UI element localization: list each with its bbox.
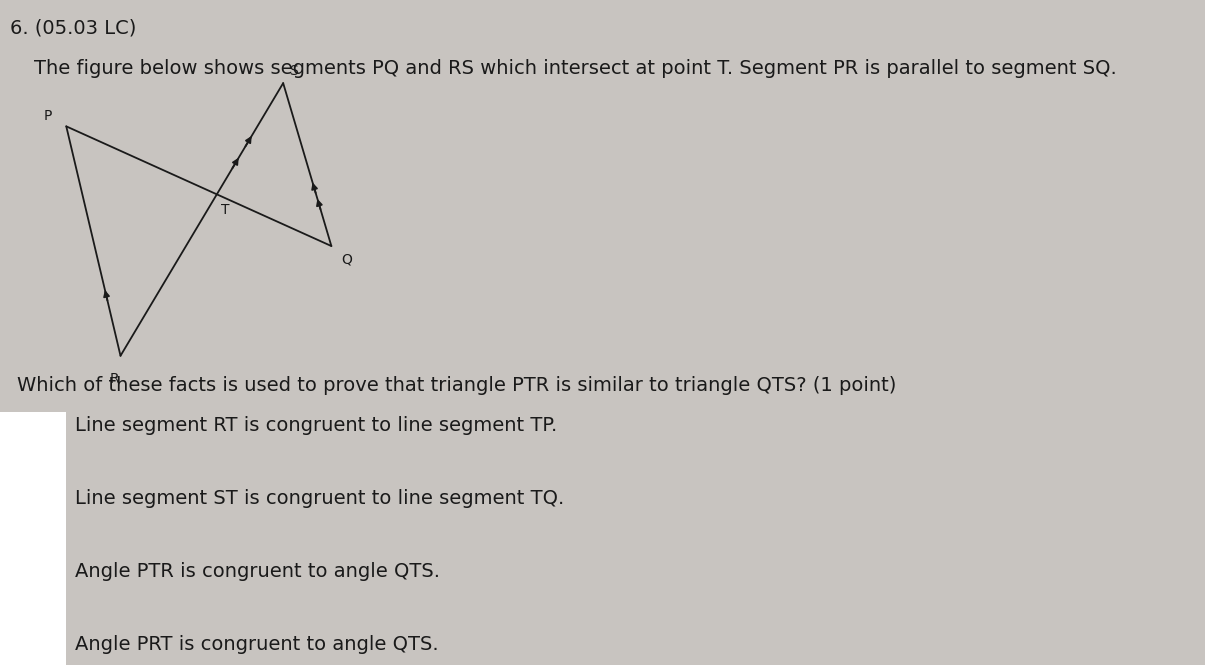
Text: Line segment ST is congruent to line segment TQ.: Line segment ST is congruent to line seg…	[75, 489, 564, 508]
Text: Angle PTR is congruent to angle QTS.: Angle PTR is congruent to angle QTS.	[75, 562, 440, 581]
Text: Angle PRT is congruent to angle QTS.: Angle PRT is congruent to angle QTS.	[75, 635, 439, 654]
Text: 6. (05.03 LC): 6. (05.03 LC)	[10, 19, 136, 38]
Text: T: T	[221, 203, 229, 217]
Text: The figure below shows segments PQ and RS which intersect at point T. Segment PR: The figure below shows segments PQ and R…	[34, 59, 1117, 78]
Bar	[0, 412, 66, 665]
Text: Which of these facts is used to prove that triangle PTR is similar to triangle Q: Which of these facts is used to prove th…	[17, 376, 897, 395]
Text: Line segment RT is congruent to line segment TP.: Line segment RT is congruent to line seg…	[75, 416, 557, 435]
Text: S: S	[289, 64, 298, 78]
Text: Q: Q	[341, 253, 352, 267]
Text: R: R	[110, 372, 119, 386]
Text: P: P	[43, 109, 52, 123]
